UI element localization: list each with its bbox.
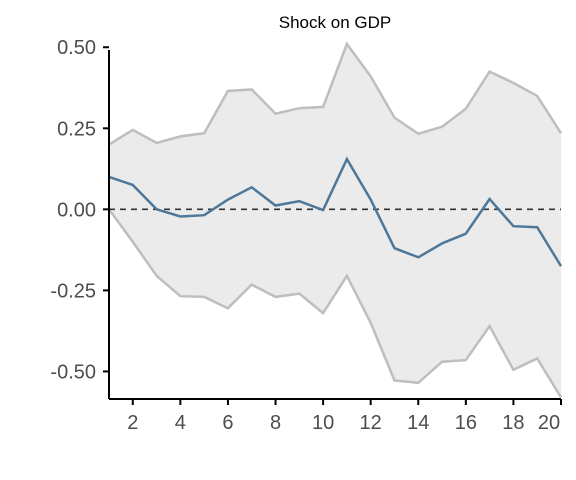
chart-title: Shock on GDP [279, 13, 391, 32]
x-tick-label: 4 [175, 412, 186, 434]
lower-bound-line [107, 208, 563, 399]
upper-bound-line [108, 41, 563, 146]
y-tick-label: 0.00 [57, 199, 96, 221]
confidence-band [109, 44, 561, 398]
y-tick-label: -0.25 [50, 280, 96, 302]
y-axis-ticks: -0.50 -0.25 0.00 0.25 0.50 [50, 37, 109, 383]
y-tick-label: 0.50 [57, 37, 96, 59]
x-tick-label: 6 [222, 412, 233, 434]
x-tick-label: 14 [407, 412, 429, 434]
x-axis-ticks: 2 4 6 8 10 12 14 16 18 20 [127, 399, 562, 434]
x-tick-label: 16 [455, 412, 477, 434]
x-tick-label: 8 [270, 412, 281, 434]
y-tick-label: 0.25 [57, 118, 96, 140]
y-tick-label: -0.50 [50, 361, 96, 383]
x-tick-label: 12 [360, 412, 382, 434]
x-tick-label: 2 [127, 412, 138, 434]
estimate-line [108, 156, 563, 267]
x-tick-label: 10 [312, 412, 334, 434]
x-tick-label: 18 [502, 412, 524, 434]
x-tick-label: 20 [538, 412, 560, 434]
